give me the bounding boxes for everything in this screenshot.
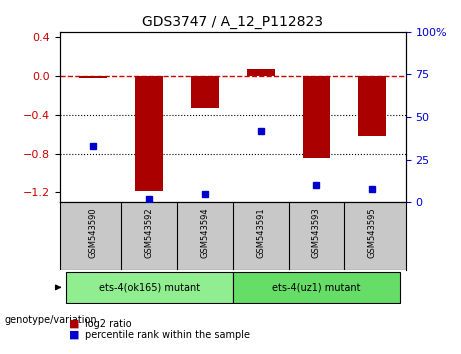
Text: ■: ■ (69, 319, 80, 329)
Bar (191, 76, 219, 108)
Text: ets-4(ok165) mutant: ets-4(ok165) mutant (99, 282, 200, 292)
Text: ets-4(uz1) mutant: ets-4(uz1) mutant (272, 282, 361, 292)
Bar (247, 69, 275, 76)
Text: GSM543593: GSM543593 (312, 208, 321, 258)
Bar (358, 76, 386, 136)
Text: GSM543590: GSM543590 (89, 208, 98, 258)
Bar (233, 272, 400, 303)
Text: genotype/variation: genotype/variation (5, 315, 97, 325)
Text: ■: ■ (69, 330, 80, 339)
Text: GSM543592: GSM543592 (145, 208, 154, 258)
Title: GDS3747 / A_12_P112823: GDS3747 / A_12_P112823 (142, 16, 323, 29)
Text: GSM543591: GSM543591 (256, 208, 265, 258)
Text: GSM543594: GSM543594 (201, 208, 209, 258)
Bar (65, 272, 233, 303)
Text: GSM543595: GSM543595 (368, 208, 377, 258)
Bar (135, 76, 163, 190)
Text: percentile rank within the sample: percentile rank within the sample (85, 330, 250, 339)
Bar (79, 76, 107, 78)
Text: log2 ratio: log2 ratio (85, 319, 132, 329)
Bar (302, 76, 331, 159)
